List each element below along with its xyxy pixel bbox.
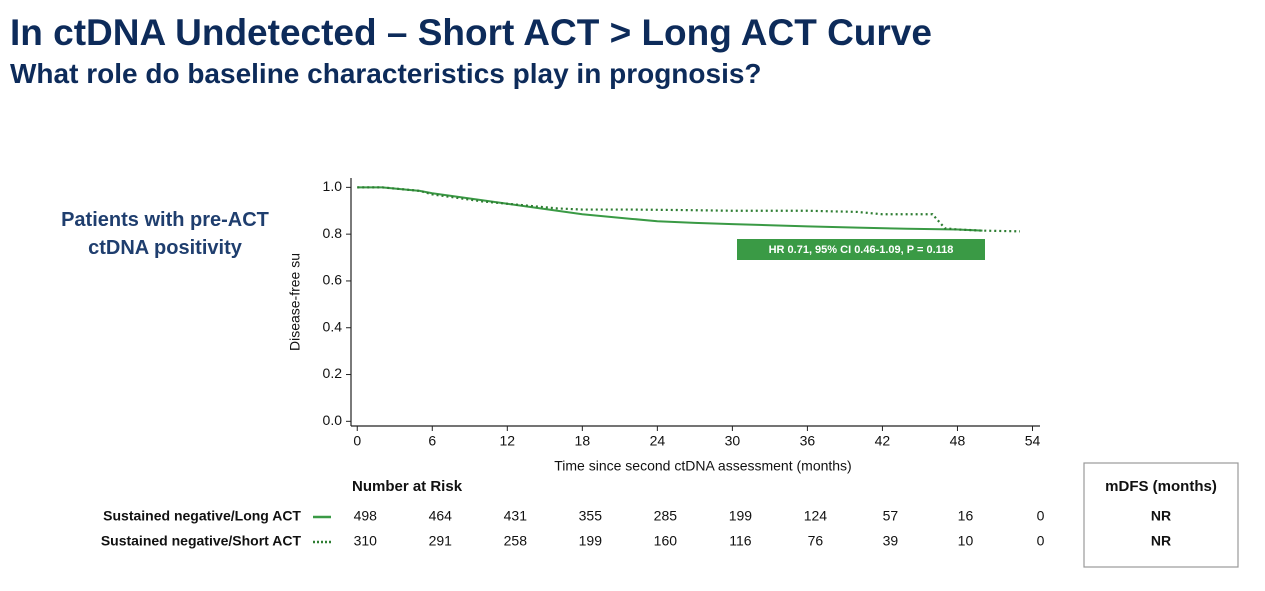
y-tick-label: 0.6 (323, 272, 343, 288)
x-tick-label: 54 (1025, 433, 1041, 449)
annotation-box (737, 239, 985, 260)
mdfs-value: NR (1151, 508, 1171, 524)
risk-value: 0 (1037, 508, 1045, 524)
risk-value: 116 (729, 533, 752, 549)
risk-value: 310 (354, 533, 378, 549)
km-curve (357, 186, 1021, 233)
risk-value: 355 (579, 508, 603, 524)
y-tick-label: 0.4 (323, 318, 343, 334)
x-tick-label: 42 (875, 433, 891, 449)
risk-value: 124 (804, 508, 828, 524)
risk-value: 0 (1037, 533, 1045, 549)
y-tick-label: 0.8 (323, 225, 343, 241)
x-axis-label: Time since second ctDNA assessment (mont… (554, 458, 851, 474)
risk-value: 291 (429, 533, 453, 549)
y-tick-label: 0.0 (323, 412, 343, 428)
risk-value: 199 (729, 508, 753, 524)
legend-label: Sustained negative/Long ACT (103, 508, 301, 524)
x-tick-label: 0 (353, 433, 361, 449)
risk-value: 39 (883, 533, 899, 549)
x-tick-label: 36 (800, 433, 816, 449)
risk-value: 285 (654, 508, 678, 524)
y-tick-label: 1.0 (323, 178, 343, 194)
title: In ctDNA Undetected – Short ACT > Long A… (10, 12, 932, 53)
mdfs-header: mDFS (months) (1105, 478, 1217, 495)
x-tick-label: 24 (650, 433, 666, 449)
x-tick-label: 12 (500, 433, 516, 449)
km-curve (357, 186, 983, 232)
side-label: Patients with pre-ACT ctDNA positivity (61, 209, 269, 259)
x-tick-label: 30 (725, 433, 741, 449)
risk-title: Number at Risk (352, 478, 463, 495)
x-tick-label: 6 (428, 433, 436, 449)
x-tick-label: 48 (950, 433, 966, 449)
y-tick-label: 0.2 (323, 365, 343, 381)
risk-value: 57 (883, 508, 899, 524)
risk-value: 16 (958, 508, 974, 524)
legend-label: Sustained negative/Short ACT (101, 533, 302, 549)
risk-value: 498 (354, 508, 378, 524)
risk-value: 160 (654, 533, 678, 549)
subtitle: What role do baseline characteristics pl… (10, 58, 762, 89)
annotation: HR 0.71, 95% CI 0.46-1.09, P = 0.118 (769, 244, 954, 256)
mdfs-value: NR (1151, 533, 1171, 549)
risk-value: 464 (429, 508, 453, 524)
risk-value: 76 (808, 533, 824, 549)
x-tick-label: 18 (575, 433, 591, 449)
risk-value: 10 (958, 533, 974, 549)
y-axis-label: Disease-free su (287, 253, 303, 351)
risk-value: 199 (579, 533, 603, 549)
risk-value: 258 (504, 533, 528, 549)
risk-value: 431 (504, 508, 528, 524)
mdfs-box (1083, 462, 1239, 568)
